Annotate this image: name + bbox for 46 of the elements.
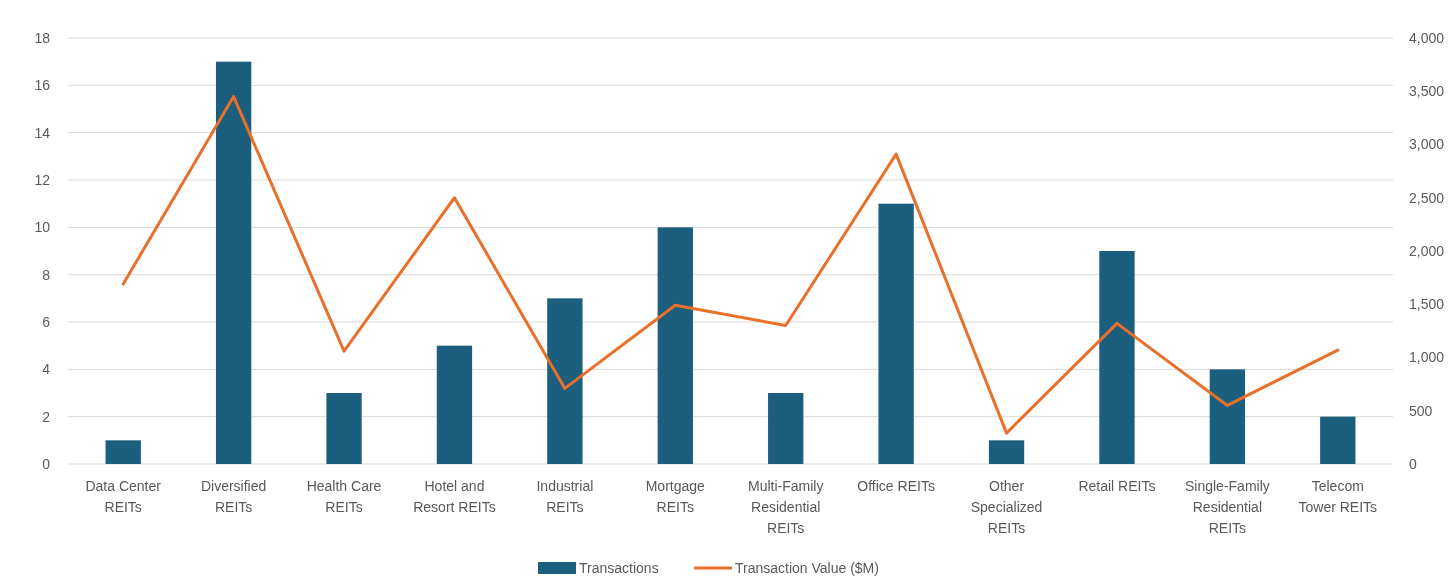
- y2-tick-label: 0: [1409, 455, 1417, 472]
- y-tick-label: 18: [34, 29, 51, 46]
- x-tick-label: Single-Family Residential REITs: [1184, 478, 1270, 536]
- x-tick-label: Industrial REITs: [536, 478, 594, 515]
- bar: [105, 440, 141, 464]
- y-tick-label: 16: [34, 77, 51, 94]
- y2-tick-label: 1,000: [1409, 349, 1445, 366]
- y2-tick-label: 1,500: [1409, 296, 1445, 313]
- bar: [768, 393, 804, 464]
- legend-label: Transactions: [579, 559, 659, 576]
- x-tick-label: Multi-Family Residential REITs: [747, 478, 824, 536]
- bar: [1209, 369, 1246, 464]
- bar: [1099, 251, 1135, 464]
- bar: [988, 440, 1025, 464]
- bar: [436, 345, 473, 464]
- y-tick-label: 10: [34, 219, 51, 236]
- x-tick-label: Health Care REITs: [306, 478, 382, 515]
- y-tick-label: 4: [42, 361, 51, 378]
- x-tick-label: Mortgage REITs: [645, 478, 706, 515]
- y2-tick-label: 3,000: [1409, 136, 1445, 153]
- bar: [326, 393, 362, 464]
- x-tick-label: Data Center REITs: [85, 478, 162, 515]
- y2-tick-label: 2,500: [1409, 189, 1445, 206]
- x-tick-label: Office REITs: [857, 478, 935, 494]
- bar: [657, 227, 693, 464]
- bar: [215, 61, 252, 464]
- y-tick-label: 12: [34, 171, 51, 188]
- y2-tick-label: 2,000: [1409, 242, 1445, 259]
- bar: [547, 298, 583, 464]
- legend-label: Transaction Value ($M): [735, 559, 879, 576]
- y-tick-label: 8: [42, 266, 51, 283]
- y2-tick-label: 3,500: [1409, 83, 1445, 100]
- x-tick-label: Other Specialized REITs: [970, 478, 1043, 536]
- y2-tick-label: 500: [1409, 402, 1433, 419]
- x-tick-label: Telecom Tower REITs: [1298, 478, 1378, 515]
- y-tick-label: 2: [42, 408, 51, 425]
- x-tick-label: Hotel and Resort REITs: [413, 478, 496, 515]
- y-tick-label: 14: [34, 124, 51, 141]
- x-tick-label: Diversified REITs: [200, 478, 267, 515]
- y2-tick-label: 4,000: [1409, 29, 1445, 46]
- bar: [878, 203, 914, 464]
- bar: [1320, 416, 1356, 464]
- x-tick-label: Retail REITs: [1078, 478, 1156, 494]
- y-tick-label: 0: [42, 455, 51, 472]
- line-series: [121, 95, 1340, 435]
- y-tick-label: 6: [42, 313, 51, 330]
